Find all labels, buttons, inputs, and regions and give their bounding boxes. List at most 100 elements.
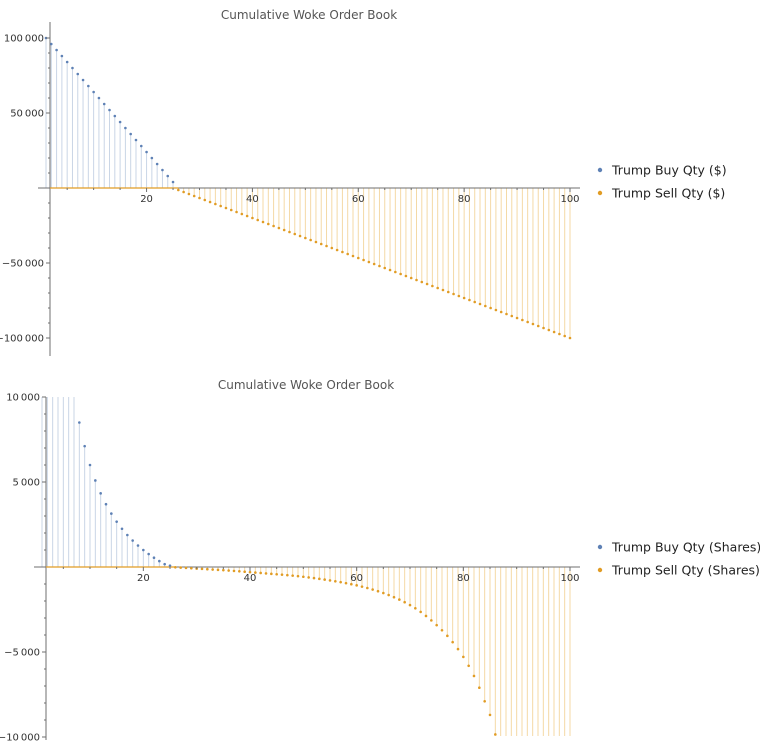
- chart-1-series-2-point: [383, 266, 387, 270]
- chart-1-series-2-point: [478, 302, 482, 306]
- chart-1-x-tick-label: 40: [246, 194, 259, 205]
- chart-1-series-1-point: [166, 174, 170, 178]
- chart-1-series-1-point: [81, 78, 85, 82]
- chart-1-series-1-point: [118, 120, 122, 124]
- chart-1-series-2-point: [558, 332, 561, 336]
- chart-2-series-2-point: [211, 568, 214, 571]
- chart-1-series-1-point: [97, 96, 101, 100]
- chart-2-series-1-point: [120, 527, 124, 531]
- chart-1-series-2-point: [462, 296, 466, 300]
- chart-1-series-2-point: [335, 248, 339, 252]
- chart-1-series-2-point: [409, 276, 413, 280]
- chart-1-legend-label: Trump Buy Qty ($): [611, 163, 727, 178]
- chart-1-x-tick-label: 100: [560, 194, 579, 205]
- chart-1-series-2-point: [425, 282, 429, 286]
- chart-1-series-2-point: [494, 308, 498, 312]
- chart-2-series-2-point: [248, 570, 252, 574]
- chart-1-series-2-point: [229, 208, 233, 212]
- chart-2-series-1-point: [147, 552, 150, 556]
- chart-1-series-2-point: [441, 288, 445, 292]
- chart-1-x-tick-label: 80: [458, 194, 471, 205]
- chart-2-series-2-point: [200, 567, 204, 571]
- chart-2-series-1-point: [83, 444, 86, 448]
- chart-2-series-2-point: [275, 572, 278, 576]
- chart-2-series-1-point: [78, 421, 81, 424]
- chart-2-series-2-point: [408, 603, 412, 607]
- chart-2-series-2-point: [270, 572, 273, 576]
- chart-2-series-2-point: [296, 574, 300, 578]
- chart-2-series-2-point: [184, 566, 188, 570]
- chart-1-series-2-point: [536, 324, 540, 328]
- chart-2-series-2-point: [302, 575, 305, 579]
- chart-2-series-2-point: [190, 566, 193, 570]
- chart-2-series-2-point: [387, 593, 390, 597]
- chart-2-series-2-point: [446, 634, 449, 638]
- chart-1-series-2-point: [277, 226, 281, 230]
- chart-2-series-2-point: [366, 586, 369, 590]
- chart-1-series-2-point: [288, 230, 291, 234]
- chart-1-series-2-point: [272, 224, 275, 228]
- chart-1-series-2-point: [388, 268, 392, 272]
- chart-2-series-2-point: [494, 733, 497, 736]
- chart-1-series-2-point: [431, 284, 434, 288]
- chart-2-series-1-point: [110, 512, 113, 515]
- chart-2-series-2-point: [483, 700, 486, 703]
- chart-2-series-2-point: [312, 576, 316, 580]
- chart-2-series-2-point: [392, 595, 396, 599]
- chart-1-series-2-point: [568, 336, 572, 340]
- chart-2-series-2-point: [179, 566, 182, 569]
- chart-2-x-tick-label: 100: [560, 573, 579, 584]
- chart-2-series-2-point: [430, 619, 433, 622]
- chart-1-series-2-point: [267, 222, 270, 226]
- chart-2-series-2-point: [307, 576, 310, 579]
- chart-1-series-1-point: [102, 102, 106, 106]
- chart-1-series-2-point: [203, 198, 207, 202]
- chart-2-series-1-point: [163, 562, 166, 566]
- chart-1-series-2-point: [309, 238, 312, 242]
- chart-1-series-2-point: [510, 314, 514, 318]
- chart-2-series-2-point: [360, 585, 364, 588]
- chart-2-series-2-point: [419, 610, 422, 614]
- chart-2-series-2-point: [435, 623, 438, 627]
- chart-2-series-2-point: [232, 569, 236, 573]
- chart-1-title: Cumulative Woke Order Book: [221, 8, 397, 22]
- chart-1-series-2-point: [515, 316, 519, 320]
- chart-2-series-2-point: [174, 566, 177, 569]
- chart-2-legend-label: Trump Sell Qty (Shares): [611, 563, 760, 578]
- chart-1-series-2-point: [489, 306, 492, 310]
- chart-2-series-2-point: [254, 571, 257, 574]
- chart-2-series-2-point: [414, 607, 417, 610]
- chart-2-series-2-point: [238, 569, 241, 573]
- chart-1-series-2-point: [261, 220, 265, 224]
- chart-2-series-2-point: [488, 713, 492, 717]
- chart-1-series-2-point: [198, 196, 201, 200]
- chart-2-series-2-point: [243, 570, 246, 574]
- chart-2-series-2-point: [227, 569, 230, 572]
- chart-2-series-2-point: [339, 580, 342, 584]
- chart-2-series-2-point: [291, 574, 294, 577]
- chart-1-series-2-point: [219, 204, 222, 208]
- chart-1-series-2-point: [531, 322, 535, 326]
- chart-2-series-2-point: [451, 640, 454, 644]
- chart-2-series-2-point: [206, 567, 209, 571]
- chart-1-series-2-point: [330, 246, 334, 250]
- chart-2-series-2-point: [371, 588, 374, 591]
- chart-1-series-2-point: [325, 244, 328, 248]
- chart-1-y-tick-label: 50 000: [10, 109, 44, 120]
- chart-1-series-2-point: [208, 200, 212, 204]
- chart-2-x-tick-label: 80: [457, 573, 470, 584]
- chart-1-series-2-point: [415, 278, 418, 282]
- chart-1-series-2-point: [319, 242, 323, 246]
- chart-1-series-2-point: [446, 290, 450, 294]
- chart-2-series-2-point: [328, 579, 332, 582]
- chart-2-legend-marker: [597, 567, 603, 573]
- chart-2-series-2-point: [323, 578, 326, 581]
- chart-2-y-tick-label: 5 000: [13, 478, 40, 489]
- chart-1-series-1-point: [139, 144, 143, 148]
- chart-2-series-2-point: [398, 598, 401, 601]
- chart-1-series-1-point: [108, 108, 111, 112]
- chart-2-legend-marker: [597, 544, 603, 550]
- chart-1-series-2-point: [563, 334, 567, 338]
- chart-2-series-2-point: [456, 647, 460, 651]
